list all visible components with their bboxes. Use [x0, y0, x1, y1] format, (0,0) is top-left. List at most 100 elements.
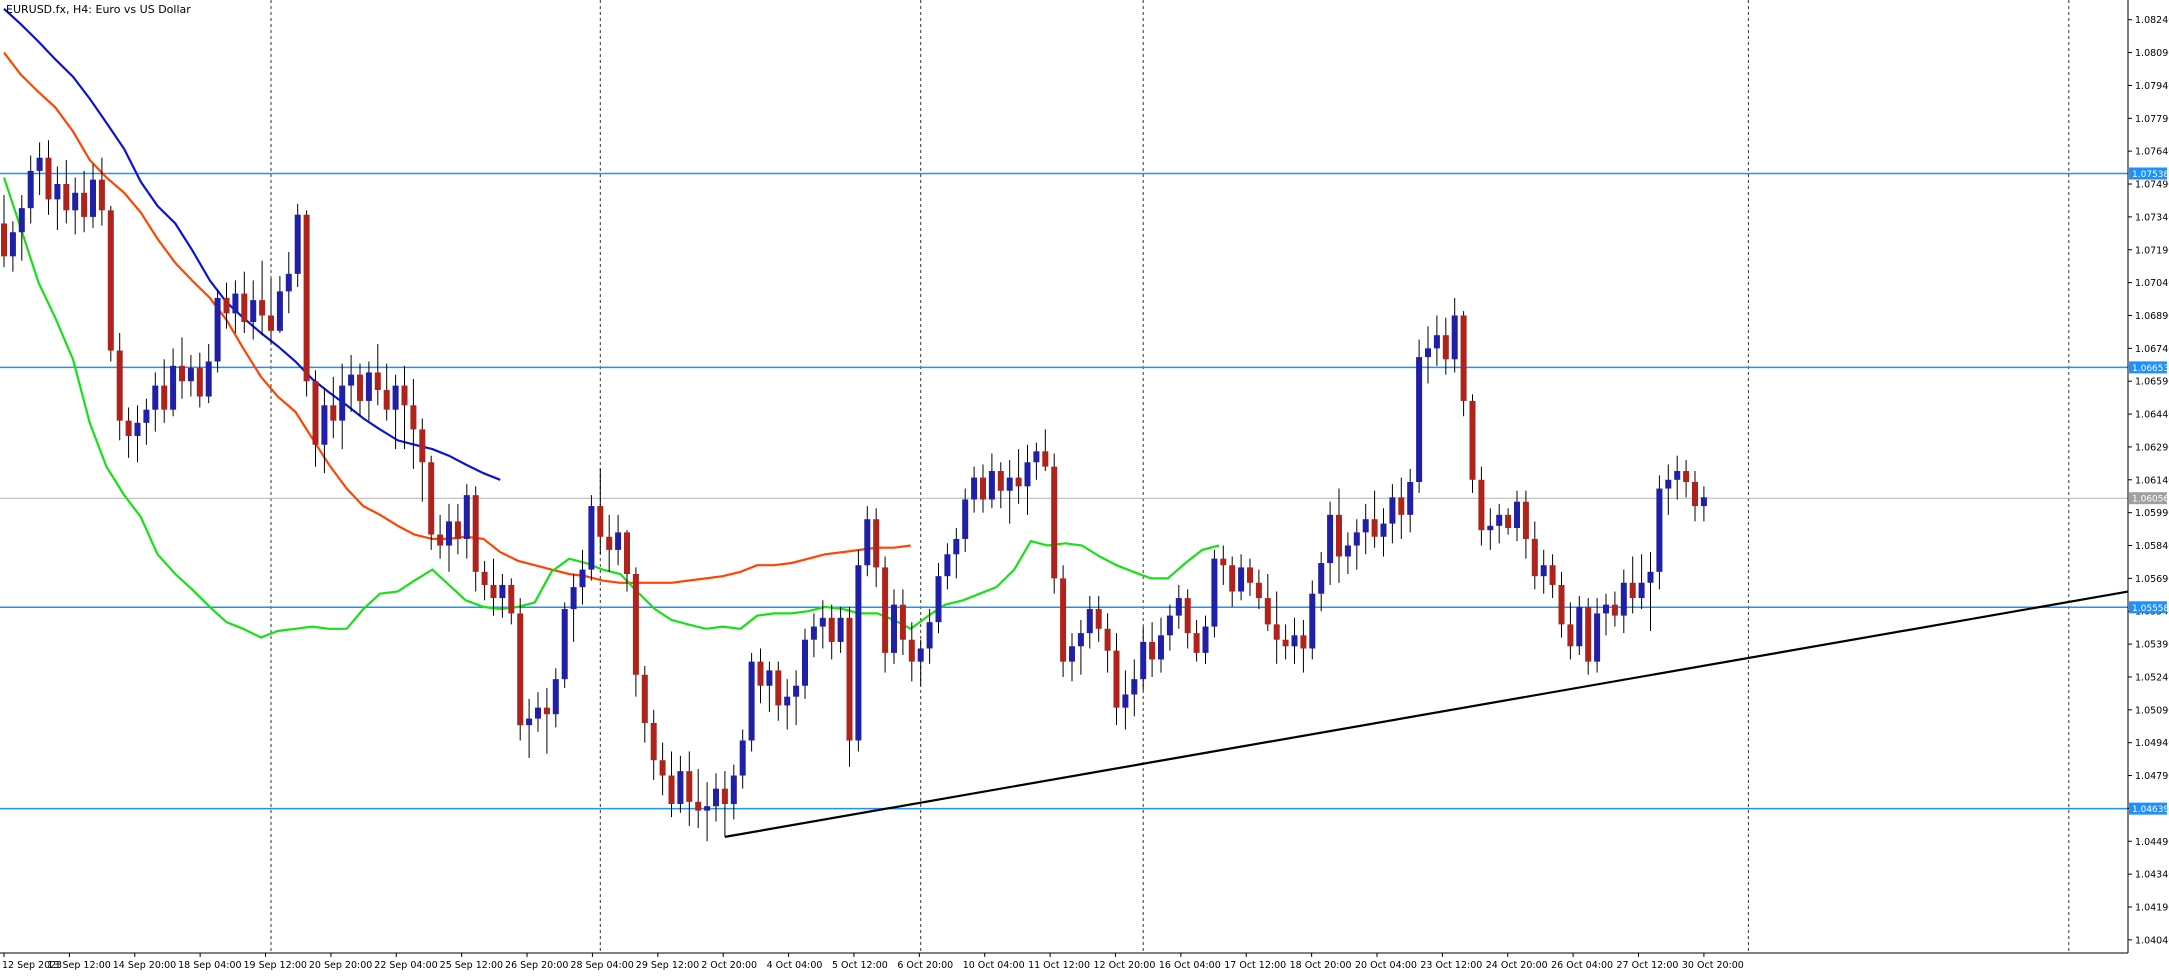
candle-body	[1077, 633, 1084, 647]
candle-body	[134, 422, 141, 436]
candle-body	[428, 462, 435, 535]
candle-body	[1505, 514, 1512, 528]
candle-body	[828, 617, 835, 642]
candle-body	[1140, 641, 1147, 680]
candle-body	[561, 609, 568, 680]
candle-body	[1336, 514, 1342, 557]
candle-body	[321, 405, 328, 445]
candle-body	[1158, 635, 1164, 660]
candle-body	[259, 300, 266, 316]
candle-body	[1318, 563, 1325, 594]
candle-body	[383, 389, 390, 410]
price-tick-label: 1.07340	[2135, 212, 2169, 223]
candle-body	[615, 532, 622, 550]
candle-body	[312, 381, 319, 445]
time-tick-label: 17 Oct 12:00	[1224, 960, 1286, 971]
price-tick-label: 1.04040	[2135, 935, 2169, 946]
candle-body	[1540, 565, 1547, 577]
candle-body	[926, 622, 933, 649]
price-axis: 1.08240 1.08090 1.07940 1.07790 1.07640 1.074…	[0, 0, 2169, 954]
candle-body	[535, 707, 541, 719]
candle-body	[1344, 545, 1351, 557]
level-price-label: 1.05558	[2132, 604, 2169, 614]
candle-body	[1184, 598, 1191, 634]
price-tick-label: 1.06140	[2135, 475, 2169, 486]
candle-body	[1309, 593, 1316, 649]
candle-body	[1451, 315, 1458, 360]
candle-body	[1282, 639, 1289, 647]
candle-body	[1425, 348, 1431, 358]
time-separators	[270, 0, 2070, 953]
candle-body	[419, 429, 426, 463]
candle-body	[1433, 335, 1440, 349]
price-tick-label: 1.04490	[2135, 837, 2169, 848]
candle-body	[962, 499, 969, 539]
candle-body	[401, 385, 408, 406]
candle-body	[1051, 466, 1058, 579]
candle-body	[1683, 471, 1690, 482]
time-tick-label: 30 Oct 20:00	[1682, 960, 1744, 971]
time-tick-label: 11 Oct 12:00	[1028, 960, 1090, 971]
candle-body	[891, 604, 897, 653]
candle-body	[579, 569, 586, 588]
candle-body	[499, 584, 506, 599]
price-tick-label: 1.06740	[2135, 344, 2169, 355]
candle-body	[1629, 582, 1636, 599]
candle-body	[1006, 477, 1013, 491]
time-tick-label: 18 Sep 04:00	[178, 960, 241, 971]
level-price-tag	[2129, 167, 2167, 180]
time-tick-label: 20 Oct 04:00	[1355, 960, 1417, 971]
candle-body	[1576, 606, 1583, 647]
candle-body	[624, 532, 630, 574]
candle-body	[463, 495, 470, 539]
candle-body	[1255, 582, 1262, 599]
candle-body	[1060, 578, 1067, 662]
candle-body	[161, 385, 168, 410]
candle-body	[170, 365, 177, 410]
candle-body	[1238, 567, 1245, 592]
candle-body	[802, 639, 808, 686]
candle-body	[205, 361, 212, 397]
time-tick-label: 14 Sep 20:00	[113, 960, 176, 971]
time-tick-label: 16 Oct 04:00	[1159, 960, 1221, 971]
candle-body	[72, 192, 79, 211]
candle-body	[1175, 598, 1182, 616]
candle-body	[1122, 694, 1129, 708]
candle-body	[570, 587, 577, 610]
price-tick-label: 1.05390	[2135, 640, 2169, 651]
candle-body	[668, 775, 675, 805]
candle-body	[757, 661, 764, 686]
candle-body	[810, 626, 817, 640]
candle-body	[472, 495, 479, 572]
candle-body	[90, 179, 96, 217]
time-tick-label: 23 Oct 12:00	[1420, 960, 1482, 971]
candle-body	[250, 300, 257, 323]
price-tick-label: 1.07190	[2135, 245, 2169, 256]
candle-body	[899, 604, 906, 640]
candle-body	[1353, 532, 1360, 546]
candle-body	[526, 718, 533, 726]
time-tick-label: 19 Sep 12:00	[244, 960, 307, 971]
candle-body	[1478, 479, 1485, 531]
price-tick-label: 1.05690	[2135, 574, 2169, 585]
candle-body	[276, 291, 283, 331]
candle-body	[632, 573, 639, 675]
time-tick-label: 26 Oct 04:00	[1551, 960, 1613, 971]
candle-body	[330, 405, 337, 421]
price-tick-label: 1.06590	[2135, 377, 2169, 388]
candle-body	[143, 409, 150, 423]
candle-body	[36, 157, 43, 171]
candle-body	[196, 368, 203, 397]
candle-body	[775, 670, 782, 706]
candle-body	[1024, 462, 1031, 487]
candle-body	[98, 179, 105, 211]
candle-body	[650, 722, 657, 761]
candle-body	[606, 536, 613, 550]
candle-body	[63, 184, 70, 211]
candle-body	[1015, 477, 1022, 487]
candle-body	[1594, 613, 1601, 662]
candle-body	[517, 613, 524, 726]
